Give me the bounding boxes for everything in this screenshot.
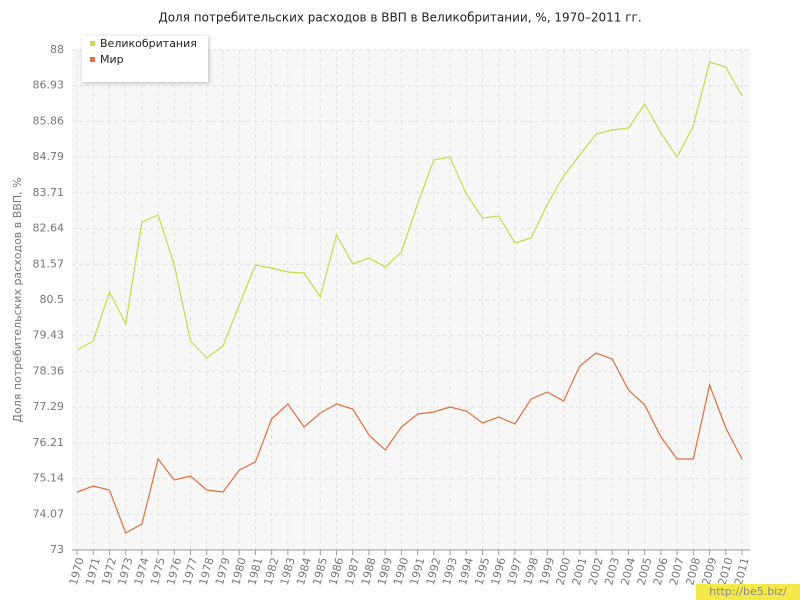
legend-label: Великобритания [100,37,197,50]
chart-title: Доля потребительских расходов в ВВП в Ве… [158,11,641,25]
y-tick-label: 78.36 [33,364,65,377]
y-tick-label: 81.57 [33,257,65,270]
y-tick-label: 86.93 [33,79,65,92]
y-tick-label: 83.71 [33,186,65,199]
y-tick-label: 80.5 [40,293,65,306]
y-tick-label: 76.21 [33,436,65,449]
legend-marker [90,57,95,62]
legend-box [82,36,208,82]
watermark: http://be5.biz/ [709,585,787,598]
y-tick-label: 75.14 [33,472,65,485]
y-tick-label: 84.79 [33,150,65,163]
y-tick-label: 82.64 [33,222,65,235]
series-line [76,352,743,534]
y-tick-label: 74.07 [33,507,65,520]
y-tick-label: 85.86 [33,114,65,127]
series-line [76,61,743,359]
y-tick-label: 73 [50,543,64,556]
y-tick-label: 88 [50,43,64,56]
y-tick-label: 77.29 [33,400,65,413]
legend-marker [90,41,95,46]
y-axis-label: Доля потребительских расходов в ВВП, % [11,177,24,422]
y-tick-label: 79.43 [33,329,65,342]
watermark-box [696,584,800,600]
legend-label: Мир [100,53,124,66]
